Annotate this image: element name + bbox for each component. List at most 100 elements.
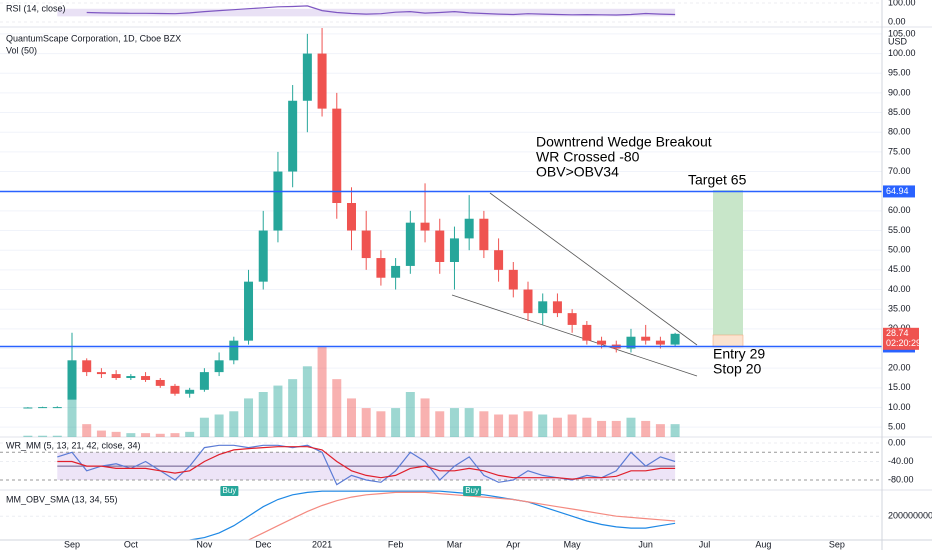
candle-body (126, 376, 136, 379)
y-tick-label: 70.00 (888, 166, 911, 176)
volume-bar (214, 414, 224, 437)
y-tick-label: -80.00 (888, 474, 914, 484)
y-tick-label: 95.00 (888, 68, 911, 78)
y-tick-label: 20.00 (888, 363, 911, 373)
candle-body (317, 53, 327, 109)
series-line (57, 446, 676, 480)
volume-bar (288, 379, 298, 437)
y-tick-label: 0.00 (888, 16, 906, 26)
volume-bar (229, 411, 239, 437)
volume-bar (185, 431, 195, 437)
volume-bar (302, 366, 312, 437)
layer (0, 5, 882, 540)
volume-bar (244, 398, 254, 437)
candle-body (96, 372, 106, 375)
volume-bar (332, 379, 342, 437)
x-tick-label: Aug (755, 539, 771, 549)
volume-bar (376, 411, 386, 437)
volume-bar (449, 408, 459, 437)
candle-body (582, 324, 592, 341)
x-tick-label: Feb (388, 539, 404, 549)
x-tick-label: Sep (829, 539, 845, 549)
y-tick-label: 85.00 (888, 107, 911, 117)
candle-body (111, 374, 121, 379)
x-tick-label: Apr (506, 539, 520, 549)
y-tick-label: 40.00 (888, 284, 911, 294)
signal-label: Buy (465, 486, 479, 495)
volume-bar (273, 385, 283, 437)
y-tick-label: 10.00 (888, 402, 911, 412)
volume-bar (67, 398, 77, 437)
y-tick-label: 15.00 (888, 382, 911, 392)
last-price-label: 28.74 (886, 328, 909, 338)
wedge-upper (489, 192, 698, 346)
y-tick-label: 90.00 (888, 87, 911, 97)
chart-title: QuantumScape Corporation, 1D, Cboe BZX (6, 33, 181, 43)
wedge-lower (451, 294, 698, 377)
countdown: 02:20:29 (886, 338, 921, 348)
y-tick-label: 2000000000.00 (888, 511, 932, 521)
candle-body (626, 336, 636, 349)
candle-body (552, 301, 562, 314)
volume-bar (111, 431, 121, 437)
volume-bar (199, 417, 209, 437)
target-zone (713, 190, 743, 335)
x-tick-label: Jun (638, 539, 653, 549)
candle-body (258, 230, 268, 282)
y-tick-label: 80.00 (888, 127, 911, 137)
candle-body (170, 385, 180, 394)
series-line (86, 5, 676, 16)
candle-body (420, 222, 430, 231)
candle-body (214, 360, 224, 373)
y-tick-label: 75.00 (888, 146, 911, 156)
x-tick-label: Nov (196, 539, 213, 549)
annotation: Stop 20 (713, 361, 761, 377)
candle-body (199, 372, 209, 390)
candle-body (376, 258, 386, 278)
volume-bar (508, 414, 518, 437)
signal-label: Buy (222, 486, 236, 495)
volume-bar (552, 417, 562, 437)
volume-bar (479, 411, 489, 437)
volume-bar (141, 433, 151, 437)
currency: USD (888, 36, 908, 46)
volume-bar (420, 398, 430, 437)
candle-body (244, 281, 254, 341)
volume-bar (126, 433, 136, 437)
volume-bar (655, 424, 665, 437)
x-tick-label: Jul (699, 539, 711, 549)
panel-title: RSI (14, close) (6, 3, 66, 13)
candle-body (361, 230, 371, 259)
y-tick-label: 45.00 (888, 264, 911, 274)
series-line (189, 490, 676, 540)
candle-body (82, 360, 92, 373)
y-tick-label: 5.00 (888, 422, 906, 432)
y-tick-label: 100.00 (888, 48, 916, 58)
y-tick-label: 0.00 (888, 437, 906, 447)
y-tick-label: 105.00 (888, 28, 916, 38)
y-tick-label: 55.00 (888, 225, 911, 235)
volume-bar (567, 414, 577, 437)
candle-body (185, 389, 195, 394)
panel-title: MM_OBV_SMA (13, 34, 55) (6, 494, 118, 504)
volume-bar (405, 392, 415, 437)
candle-body (273, 171, 283, 231)
volume-bar (170, 433, 180, 437)
candle-body (435, 230, 445, 262)
candle-body (23, 407, 33, 409)
x-tick-label: Mar (447, 539, 463, 549)
annotation: OBV>OBV34 (536, 164, 619, 180)
candle-body (494, 250, 504, 270)
last-price-tag (883, 327, 919, 350)
candle-body (288, 100, 298, 172)
layer: 100.00 0.00 105.00 100.00 95.00 90.00 85.00 80.… (64, 0, 932, 549)
band (57, 8, 676, 17)
volume-bar (82, 424, 92, 437)
volume-bar (597, 420, 607, 437)
volume-bar (538, 414, 548, 437)
volume-bar (611, 420, 621, 437)
series-line (248, 491, 676, 540)
y-tick-label: 35.00 (888, 304, 911, 314)
